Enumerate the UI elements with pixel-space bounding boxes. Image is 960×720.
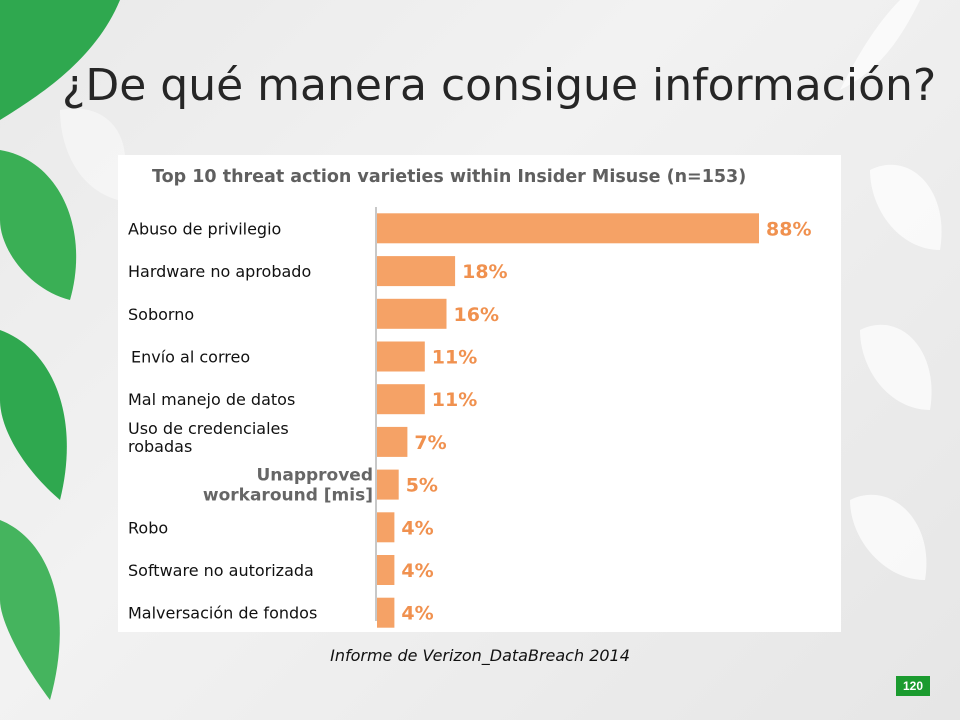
chart-panel: Top 10 threat action varieties within In… bbox=[118, 155, 841, 632]
leaf-shape-9 bbox=[850, 494, 927, 580]
leaf-shape-8 bbox=[860, 324, 932, 410]
leaf-shape-1 bbox=[0, 0, 120, 120]
leaf-shape-4 bbox=[0, 520, 60, 700]
bar-9 bbox=[377, 555, 395, 585]
category-label-2: Hardware no aprobado bbox=[128, 262, 311, 281]
bar-4 bbox=[377, 341, 425, 372]
leaf-shape-2 bbox=[0, 150, 77, 300]
category-label-3: Soborno bbox=[128, 305, 194, 324]
category-label-6: Uso de credenciales robadas bbox=[128, 419, 289, 456]
leaf-shape-7 bbox=[870, 164, 942, 250]
leaf-shape-6 bbox=[840, 0, 920, 90]
category-label-8: Robo bbox=[128, 518, 168, 537]
category-label-1: Abuso de privilegio bbox=[128, 219, 281, 238]
bar-7 bbox=[377, 469, 399, 500]
bars-group: 88% Abuso de privilegio 18% Hardware no apr… bbox=[128, 213, 811, 628]
chart-title: Top 10 threat action varieties within In… bbox=[152, 167, 746, 187]
value-label-2: 18% bbox=[462, 261, 507, 283]
slide-title: ¿De qué manera consigue información? bbox=[62, 60, 937, 111]
bar-3 bbox=[377, 298, 447, 329]
leaf-shape-5 bbox=[60, 108, 126, 200]
category-label-7: Unapproved workaround [mis] bbox=[203, 466, 373, 506]
bar-1 bbox=[377, 213, 759, 244]
value-label-3: 16% bbox=[454, 304, 499, 326]
bar-8 bbox=[377, 512, 395, 543]
bar-2 bbox=[377, 256, 456, 287]
value-label-6: 7% bbox=[414, 432, 446, 454]
bar-10 bbox=[377, 597, 395, 628]
value-label-5: 11% bbox=[432, 389, 477, 411]
value-label-9: 4% bbox=[401, 560, 433, 582]
value-label-1: 88% bbox=[766, 218, 811, 240]
category-label-9: Software no autorizada bbox=[128, 561, 314, 580]
page-number-badge: 120 bbox=[896, 676, 930, 696]
value-label-4: 11% bbox=[432, 347, 477, 369]
leaf-shape-3 bbox=[0, 330, 67, 500]
category-label-5: Mal manejo de datos bbox=[128, 390, 295, 409]
value-label-7: 5% bbox=[406, 475, 438, 497]
category-label-10: Malversación de fondos bbox=[128, 604, 317, 623]
category-label-4: Envío al correo bbox=[131, 348, 250, 367]
value-label-8: 4% bbox=[401, 517, 433, 539]
bar-6 bbox=[377, 426, 408, 457]
value-label-10: 4% bbox=[401, 603, 433, 625]
bar-5 bbox=[377, 384, 425, 415]
bar-chart: Top 10 threat action varieties within In… bbox=[128, 167, 811, 628]
source-caption: Informe de Verizon_DataBreach 2014 bbox=[330, 646, 630, 665]
